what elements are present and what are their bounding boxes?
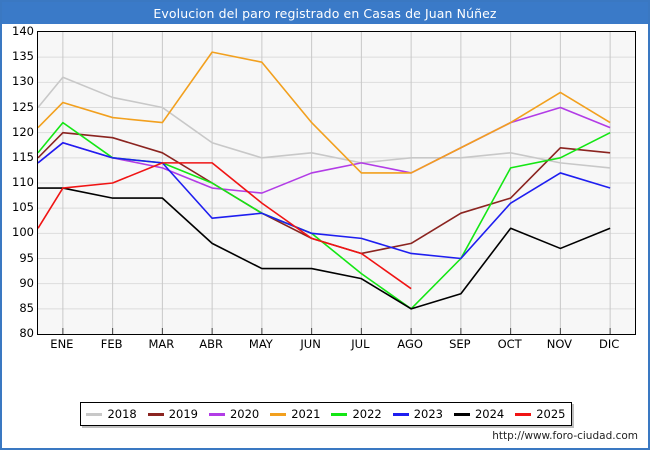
y-tick-label: 85 [19,300,34,315]
x-tick-label-nov: NOV [546,337,573,351]
x-tick-label-ene: ENE [50,337,74,351]
legend-item-2021[interactable]: 2021 [265,407,326,421]
legend-item-2025[interactable]: 2025 [510,407,571,421]
y-tick-label: 115 [12,149,34,164]
legend-swatch-icon [86,412,103,416]
x-tick-label-may: MAY [248,337,273,351]
legend-label: 2018 [107,407,137,421]
series-line-2022 [38,121,611,310]
y-tick-label: 110 [12,175,34,189]
y-axis-labels: 80 85 90 95 100 105 110 115 120 125 130 135 140 [2,24,34,340]
legend-item-2019[interactable]: 2019 [142,407,203,421]
legend-label: 2023 [413,407,444,421]
legend-swatch-icon [515,412,532,416]
x-tick-label-oct: OCT [497,337,522,351]
legend-label: 2021 [291,407,321,421]
chart-title: Evolucion del paro registrado en Casas d… [153,5,497,21]
series-line-2024 [38,187,611,310]
x-tick-label-jun: JUN [300,337,321,351]
series-layer [38,51,611,310]
series-line-2021 [38,51,611,174]
y-tick-label: 130 [12,74,34,89]
source-url: http://www.foro-ciudad.com [492,430,638,442]
legend-swatch-icon [331,412,348,416]
y-tick-label: 100 [12,225,34,240]
y-tick-label: 135 [12,49,34,64]
series-line-2023 [38,141,611,260]
y-tick-label: 105 [12,200,34,215]
legend-item-2024[interactable]: 2024 [449,407,510,421]
x-tick-label-sep: SEP [449,337,471,351]
legend-swatch-icon [392,412,409,416]
y-tick-label: 90 [19,275,34,290]
legend-label: 2022 [352,407,382,421]
x-tick-label-mar: MAR [148,337,175,351]
x-tick-label-jul: JUL [351,337,370,351]
legend-item-2020[interactable]: 2020 [204,407,265,421]
series-line-2020 [38,106,611,194]
plot-area [37,31,636,335]
plot-wrapper: 80 85 90 95 100 105 110 115 120 125 130 135 140 ENE F… [2,24,648,448]
x-tick-label-dic: DIC [598,337,620,351]
series-line-2018 [38,76,611,169]
legend-swatch-icon [270,412,287,416]
legend-label: 2019 [168,407,199,421]
x-tick-label-abr: ABR [199,337,223,351]
legend-swatch-icon [147,412,164,416]
legend-item-2022[interactable]: 2022 [326,407,387,421]
legend-item-2018[interactable]: 2018 [81,407,142,421]
window-title-bar: Evolucion del paro registrado en Casas d… [2,2,648,24]
y-tick-label: 125 [12,99,34,114]
x-tick-label-ago: AGO [397,337,423,351]
chart-legend: 2018 2019 2020 2021 2022 2023 2024 2025 [80,402,572,426]
x-tick-label-feb: FEB [100,337,123,351]
y-tick-label: 140 [12,24,34,38]
legend-label: 2025 [536,407,566,421]
legend-label: 2020 [229,407,260,421]
y-tick-label: 80 [19,326,34,340]
legend-label: 2024 [474,407,505,421]
legend-item-2023[interactable]: 2023 [387,407,448,421]
y-tick-label: 95 [19,250,34,265]
series-line-2025 [38,162,412,290]
legend-swatch-icon [208,412,225,416]
y-tick-label: 120 [12,124,34,139]
legend-swatch-icon [453,412,470,416]
x-axis-labels: ENE FEB MAR ABR MAY JUN JUL AGO SEP OCT NOV DIC [37,337,634,357]
